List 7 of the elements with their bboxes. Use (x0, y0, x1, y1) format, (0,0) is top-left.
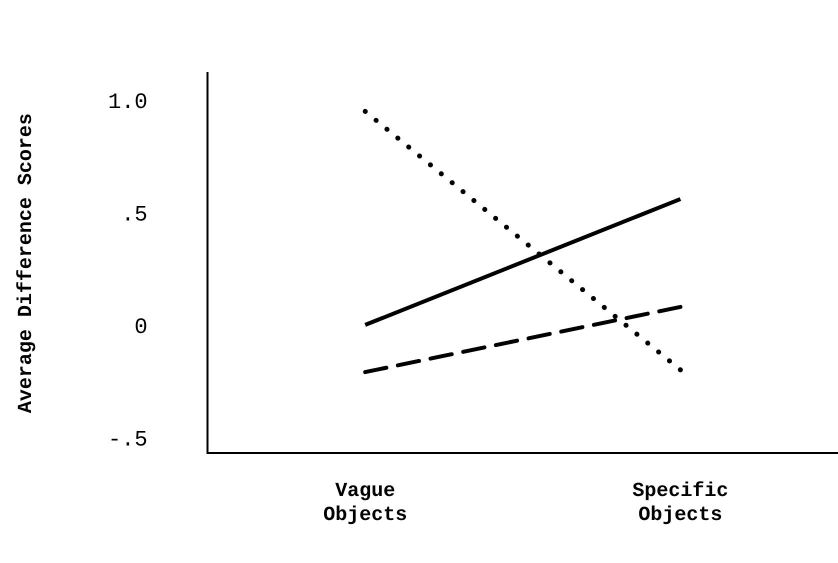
y-tick-label: .5 (121, 202, 148, 228)
x-tick-label: Specific Objects (632, 480, 728, 528)
x-tick-label: Vague Objects (323, 480, 408, 528)
y-tick-label: 0 (134, 314, 148, 340)
y-tick-label: 1.0 (108, 90, 148, 116)
y-axis-title: Average Difference Scores (15, 113, 38, 414)
y-tick-label: -.5 (108, 427, 148, 452)
